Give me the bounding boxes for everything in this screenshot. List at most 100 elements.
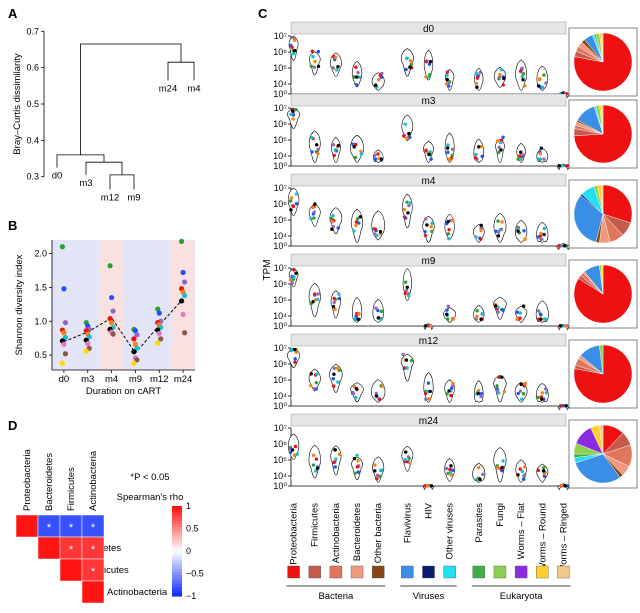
y-tick-label: 10⁷ [274, 343, 287, 353]
violin-point [479, 228, 483, 233]
violin-point [311, 205, 315, 210]
violin-point [405, 200, 409, 204]
violin-point [478, 70, 482, 75]
violin-point [288, 278, 293, 282]
colorbar-segment [172, 518, 182, 522]
data-point [110, 308, 116, 314]
violin-point [378, 230, 383, 234]
violin-point [374, 394, 378, 398]
data-point [131, 360, 137, 366]
violin-point [501, 83, 505, 87]
y-tick-label: 10⁴ [273, 79, 287, 89]
violin-point [429, 324, 433, 328]
violin-point [291, 52, 296, 56]
violin-point [425, 389, 430, 394]
violin-point [522, 477, 526, 481]
violin-point [559, 324, 563, 328]
violin-point [311, 453, 316, 458]
violin-point [333, 448, 337, 452]
violin-point [312, 387, 316, 391]
data-point [86, 334, 92, 340]
violin-point [356, 317, 360, 321]
violin-point [448, 470, 453, 475]
y-tick-label: 10⁶ [273, 199, 287, 209]
group-label: Bacteria [318, 591, 354, 602]
violin-point [294, 350, 298, 354]
violin-point [336, 380, 340, 384]
colorbar-segment [172, 572, 182, 576]
violin-point [446, 219, 450, 224]
heatmap-cell [15, 514, 39, 538]
category-swatch [308, 565, 321, 579]
violin-point [294, 192, 299, 196]
violin-point [561, 404, 565, 408]
y-tick-label: 10⁴ [273, 311, 287, 321]
category-swatch [472, 565, 486, 579]
violin-point [330, 219, 335, 224]
data-point [62, 351, 69, 357]
violin-point [316, 64, 321, 69]
pie-slice [573, 104, 633, 164]
violin-point [401, 352, 405, 357]
violin-point [288, 450, 293, 455]
violin-point [542, 226, 547, 231]
violin-point [429, 484, 434, 488]
category-swatch [536, 565, 549, 579]
violin-point [354, 395, 358, 400]
timepoint-band [147, 240, 172, 370]
violin-point [501, 459, 505, 463]
violin-point [521, 77, 525, 82]
violin-point [376, 308, 380, 313]
violin-point [520, 66, 524, 70]
colorbar-segment [172, 581, 182, 585]
violin-point [402, 366, 407, 370]
violin-point [379, 309, 384, 314]
pie-slice [599, 344, 604, 375]
violin-point [495, 139, 500, 143]
y-tick-label: 10⁷ [274, 263, 287, 273]
violin-point [314, 457, 319, 461]
panel-label-c: C [258, 6, 268, 21]
violin-point [445, 308, 449, 312]
violin-point [495, 384, 499, 388]
column-label: Proteobacteria [22, 448, 33, 511]
y-tick-label: 10⁰ [273, 481, 287, 491]
violin-point [447, 228, 451, 232]
violin-point [404, 450, 408, 454]
data-point [156, 310, 162, 316]
violin-point [494, 304, 498, 308]
violin-point [291, 204, 296, 209]
colorbar-tick-label: 1 [186, 501, 191, 511]
violin-point [359, 149, 363, 154]
violin-point [542, 232, 546, 237]
y-tick-label: 10⁴ [273, 471, 287, 481]
category-label: Parasites [474, 503, 485, 543]
violin-point [330, 227, 334, 231]
violin-point [289, 208, 293, 212]
data-point [181, 279, 188, 285]
violin-point [406, 455, 411, 459]
y-tick-label: 2.0 [34, 249, 47, 259]
violin-point [356, 70, 360, 75]
colorbar-segment [172, 557, 182, 561]
category-swatch [329, 565, 343, 579]
violin-point [331, 304, 336, 309]
y-tick-label: 10⁰ [273, 241, 287, 251]
data-point [178, 238, 185, 244]
violin-point [310, 135, 314, 140]
violin-point [447, 236, 451, 241]
violin-point [474, 317, 478, 321]
violin-point [450, 153, 454, 158]
tpm-violin-panel: TPMd010⁰10⁴10⁵10⁶10⁷m310⁰10⁴10⁵10⁶10⁷m41… [262, 21, 638, 602]
y-axis-label: Bray–Curtis dissimilarity [12, 53, 23, 155]
violin-point [377, 397, 381, 401]
violin-point [539, 317, 543, 321]
violin-point [479, 223, 483, 227]
colorbar-tick-label: 0 [186, 546, 191, 556]
violin-point [451, 218, 455, 222]
category-label: Bacteroidetes [352, 503, 363, 561]
violin-point [407, 203, 411, 208]
violin-point [351, 391, 356, 396]
violin-point [542, 474, 547, 478]
violin-point [356, 470, 361, 474]
